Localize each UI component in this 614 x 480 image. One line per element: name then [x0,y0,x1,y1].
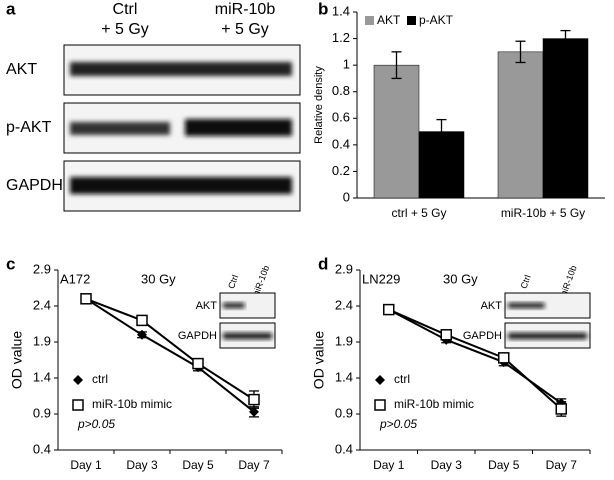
annotation: p>0.05 [77,417,115,431]
y-tick-label: 2.9 [33,261,51,276]
inset-column: Ctrl [519,273,533,290]
y-tick-label: 1 [343,57,350,72]
panel-label: d [318,254,328,273]
legend-label: ctrl [92,372,108,386]
blot-row: GAPDH [6,177,63,194]
y-tick-label: 1.4 [335,369,353,384]
y-tick-label: 0.4 [33,441,51,456]
marker [72,399,84,411]
annotation: 30 Gy [443,271,478,286]
y-tick-label: 1.9 [33,333,51,348]
marker [80,293,92,305]
panel-label: a [6,0,16,18]
annotation: LN229 [362,271,400,286]
x-tick-label: Day 1 [70,458,102,472]
y-axis-label: Relative density [313,66,325,144]
blot-column: Ctrl [113,1,138,18]
line [85,297,255,413]
x-tick-label: miR-10b + 5 Gy [501,206,585,220]
marker [375,375,385,385]
inset-band [508,333,587,339]
y-tick-label: 0.9 [335,405,353,420]
legend-label: ctrl [394,372,410,386]
panel-label: b [318,0,328,18]
bar [497,51,544,199]
marker [374,399,386,411]
inset-band [223,303,245,308]
annotation: p>0.05 [379,417,417,431]
inset-column: Ctrl [226,273,240,290]
marker [73,375,83,385]
error-bar [515,40,526,64]
blot-column: miR-10b [215,1,276,18]
legend-swatch [407,16,416,25]
marker [498,352,510,364]
y-tick-label: 1.4 [332,3,350,18]
annotation: A172 [60,271,90,286]
marker [192,357,204,370]
x-tick-label: Day 1 [373,458,405,472]
marker [383,303,395,316]
panel-label: c [6,254,15,273]
y-tick-label: 2.4 [335,297,353,312]
inset-band [223,333,272,339]
blot-column: + 5 Gy [101,21,149,38]
error-bar [436,118,447,145]
x-tick-label: Day 7 [546,458,578,472]
y-tick-label: 1.2 [332,30,350,45]
x-tick-label: Day 3 [126,458,158,472]
x-tick-label: Day 5 [488,458,520,472]
blot-row: p-AKT [6,119,52,136]
line [85,297,255,401]
error-bar [560,29,571,48]
inset-row: AKT [196,300,218,312]
y-tick-label: 2.9 [335,261,353,276]
marker [137,329,147,340]
blot-box [63,44,301,96]
blot-row: AKT [6,61,37,78]
legend-label: miR-10b mimic [394,397,474,411]
inset-band [508,303,545,308]
blot-box [63,160,301,212]
legend-label: AKT [377,13,401,27]
legend-label: p-AKT [419,13,454,27]
y-tick-label: 0.4 [335,441,353,456]
inset-row: AKT [481,300,503,312]
y-tick-label: 0.8 [332,83,350,98]
bar [373,64,420,199]
y-tick-label: 1.9 [335,333,353,348]
y-axis-label: OD value [311,331,327,390]
inset-row: GAPDH [178,330,217,342]
annotation: 30 Gy [141,271,176,286]
bar [542,38,589,199]
x-tick-label: Day 3 [431,458,463,472]
x-tick-label: ctrl + 5 Gy [391,206,446,220]
blot-box [63,102,301,154]
line [388,308,562,410]
y-tick-label: 0.9 [33,405,51,420]
x-tick-label: Day 5 [182,458,214,472]
marker [249,406,259,417]
blot-column: + 5 Gy [221,21,269,38]
marker [248,393,260,406]
legend-label: miR-10b mimic [92,397,172,411]
inset-row: GAPDH [463,330,502,342]
legend-swatch [365,16,374,25]
marker [440,329,452,341]
marker [555,403,567,415]
y-tick-label: 1.4 [33,369,51,384]
y-tick-label: 0 [343,189,350,204]
y-tick-label: 2.4 [33,297,51,312]
y-tick-label: 0.6 [332,110,350,125]
y-axis-label: OD value [9,331,25,390]
y-tick-label: 0.2 [332,163,350,178]
y-tick-label: 0.4 [332,136,350,151]
x-tick-label: Day 7 [238,458,270,472]
error-bar [391,51,402,80]
marker [136,314,148,327]
